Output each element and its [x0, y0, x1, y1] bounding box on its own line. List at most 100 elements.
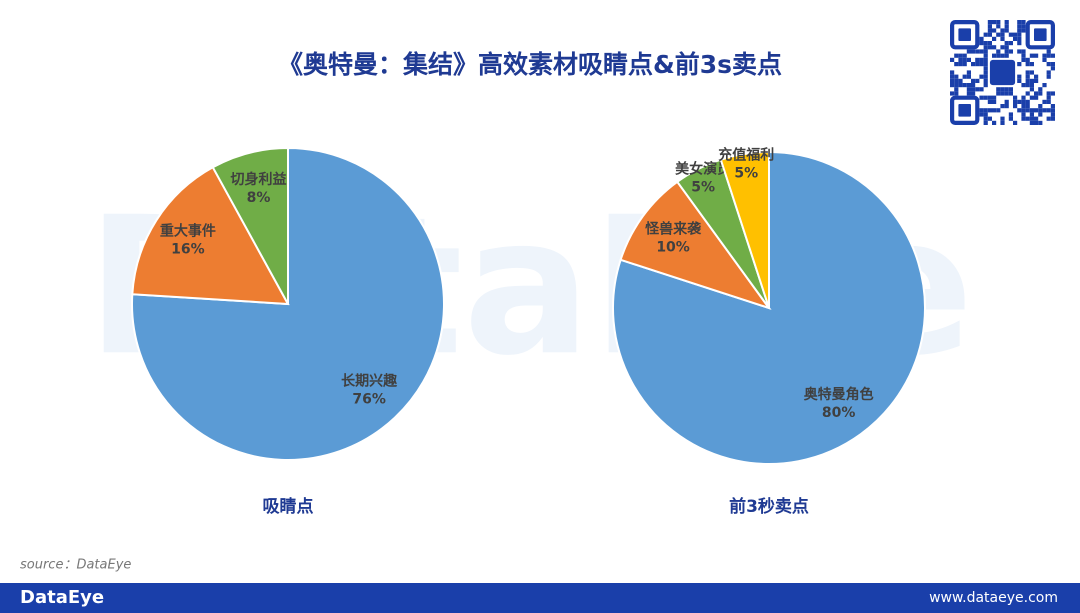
- qr-cell: [958, 83, 963, 88]
- qr-cell: [1017, 74, 1022, 79]
- qr-cell: [975, 57, 980, 62]
- qr-cell: [1017, 32, 1022, 37]
- qr-cell: [1021, 99, 1026, 104]
- footer-bar: [0, 583, 1080, 613]
- qr-cell: [1004, 28, 1009, 33]
- qr-cell: [996, 53, 1001, 58]
- qr-cell: [979, 108, 984, 113]
- qr-cell: [987, 28, 992, 33]
- qr-cell: [983, 53, 988, 58]
- qr-cell: [996, 108, 1001, 113]
- qr-cell: [1034, 108, 1039, 113]
- qr-cell: [983, 108, 988, 113]
- qr-cell: [1025, 78, 1030, 83]
- qr-cell: [1017, 78, 1022, 83]
- qr-cell: [1034, 120, 1039, 125]
- qr-cell: [1025, 83, 1030, 88]
- qr-cell: [1034, 78, 1039, 83]
- qr-cell: [1021, 112, 1026, 117]
- qr-cell: [1050, 112, 1055, 117]
- qr-cell: [1042, 57, 1047, 62]
- qr-cell: [987, 99, 992, 104]
- qr-cell: [1038, 104, 1043, 109]
- qr-cell: [975, 49, 980, 54]
- qr-cell: [1017, 49, 1022, 54]
- qr-cell: [1042, 83, 1047, 88]
- qr-cell: [1034, 116, 1039, 121]
- qr-cell: [996, 87, 1001, 92]
- qr-cell: [1013, 95, 1018, 100]
- qr-cell: [954, 62, 959, 67]
- qr-cell: [966, 49, 971, 54]
- qr-cell: [1021, 95, 1026, 100]
- qr-cell: [1025, 91, 1030, 96]
- qr-cell: [1008, 49, 1013, 54]
- chart-title: 前3秒卖点: [729, 496, 809, 517]
- qr-cell: [992, 99, 997, 104]
- slice-label: 切身利益: [231, 171, 287, 188]
- qr-cell: [1025, 116, 1030, 121]
- qr-cell: [1029, 108, 1034, 113]
- qr-cell: [979, 87, 984, 92]
- qr-cell: [975, 78, 980, 83]
- qr-cell: [954, 74, 959, 79]
- slice-label: 奥特曼角色: [804, 386, 874, 403]
- qr-cell: [1038, 91, 1043, 96]
- qr-cell: [1000, 91, 1005, 96]
- qr-cell: [983, 32, 988, 37]
- qr-cell: [1046, 74, 1051, 79]
- slice-label: 重大事件: [160, 222, 216, 239]
- qr-cell: [1046, 62, 1051, 67]
- qr-cell: [954, 91, 959, 96]
- qr-cell: [992, 36, 997, 41]
- qr-cell: [983, 62, 988, 67]
- qr-cell: [975, 62, 980, 67]
- qr-cell: [1004, 49, 1009, 54]
- qr-cell: [1013, 36, 1018, 41]
- qr-cell: [1042, 99, 1047, 104]
- qr-cell: [983, 45, 988, 50]
- pie-slice: [619, 180, 772, 310]
- qr-cell: [1021, 83, 1026, 88]
- chart-title: 吸睛点: [263, 496, 314, 517]
- qr-cell: [1000, 32, 1005, 37]
- qr-cell: [1029, 87, 1034, 92]
- qr-cell: [1038, 108, 1043, 113]
- qr-cell: [1017, 108, 1022, 113]
- qr-cell: [992, 45, 997, 50]
- qr-cell: [1025, 70, 1030, 75]
- qr-cell: [975, 87, 980, 92]
- qr-cell: [1017, 28, 1022, 33]
- qr-cell: [950, 74, 955, 79]
- qr-cell: [1050, 116, 1055, 121]
- slice-value: 16%: [171, 241, 205, 257]
- qr-cell: [979, 57, 984, 62]
- qr-cell: [958, 62, 963, 67]
- qr-cell: [983, 78, 988, 83]
- qr-cell: [1004, 104, 1009, 109]
- qr-cell: [996, 24, 1001, 29]
- qr-cell: [1013, 120, 1018, 125]
- slice-value: 5%: [691, 180, 715, 196]
- qr-cell: [996, 20, 1001, 25]
- qr-cell: [958, 57, 963, 62]
- qr-cell: [1008, 112, 1013, 117]
- source: source：DataEye: [20, 558, 131, 573]
- qr-cell: [971, 87, 976, 92]
- footer-brand: DataEye: [20, 587, 104, 608]
- slice-value: 76%: [352, 391, 386, 407]
- qr-cell: [1004, 20, 1009, 25]
- qr-cell: [1034, 53, 1039, 58]
- qr-cell: [1046, 49, 1051, 54]
- qr-cell: [983, 83, 988, 88]
- qr-cell: [1008, 32, 1013, 37]
- pie-slice: [131, 165, 290, 306]
- qr-cell: [1008, 41, 1013, 46]
- slice-label: 美女演员: [675, 161, 731, 178]
- qr-cell: [983, 112, 988, 117]
- qr-cell: [983, 120, 988, 125]
- qr-cell: [1013, 32, 1018, 37]
- qr-cell: [971, 62, 976, 67]
- qr-cell: [1000, 28, 1005, 33]
- qr-cell: [1029, 62, 1034, 67]
